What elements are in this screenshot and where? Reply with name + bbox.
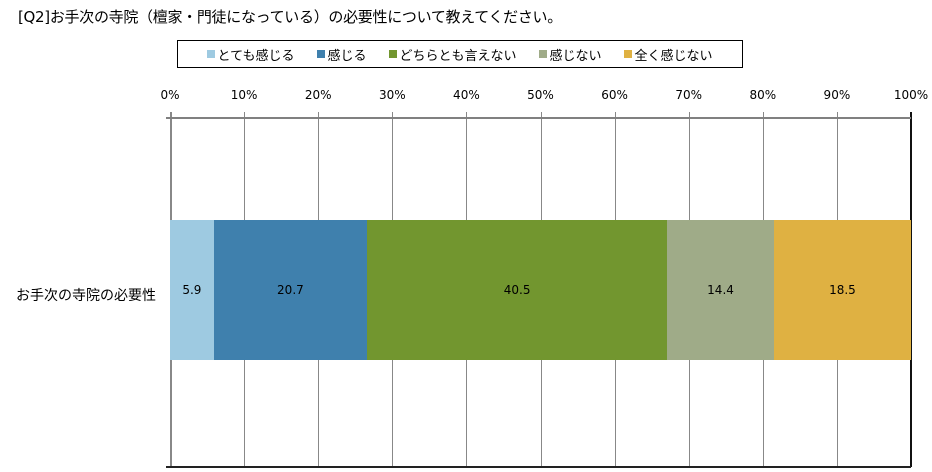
- legend-item: 感じない: [539, 45, 601, 64]
- stacked-bar: 5.9 20.7 40.5 14.4 18.5: [170, 220, 911, 360]
- segment-value-label: 18.5: [829, 283, 856, 297]
- x-tick-label: 50%: [527, 88, 554, 102]
- x-tick-label: 20%: [304, 88, 332, 102]
- bar-segment: 20.7: [213, 220, 368, 360]
- segment-value-label: 20.7: [277, 283, 304, 297]
- legend-label: 感じない: [549, 48, 602, 64]
- x-tick-label: 40%: [453, 88, 480, 102]
- x-tick-label: 100%: [893, 88, 929, 102]
- segment-value-label: 14.4: [707, 283, 734, 297]
- legend-label: とても感じる: [217, 48, 295, 64]
- legend-swatch-icon: [389, 50, 398, 58]
- legend-item: 感じる: [317, 45, 366, 64]
- legend-label: どちらとも言えない: [399, 48, 517, 64]
- plot-bottom-border: [166, 466, 911, 468]
- x-tick-label: 30%: [378, 88, 406, 102]
- legend-swatch-icon: [539, 50, 548, 58]
- bar-segment: 40.5: [367, 220, 668, 360]
- gridline: [910, 112, 912, 467]
- legend-label: 全く感じない: [634, 48, 713, 64]
- bar-segment: 14.4: [667, 220, 774, 360]
- legend-item: とても感じる: [207, 45, 294, 64]
- x-tick-label: 10%: [230, 88, 258, 102]
- segment-value-label: 40.5: [503, 283, 531, 297]
- chart-legend: とても感じる 感じる どちらとも言えない 感じない 全く感じない: [177, 40, 743, 68]
- legend-item: どちらとも言えない: [389, 45, 516, 64]
- x-axis-tick-labels: 0% 10% 20% 30% 40% 50% 60% 70% 80% 90% 100%: [0, 88, 932, 106]
- category-label: お手次の寺院の必要性: [16, 288, 156, 304]
- x-tick-label: 0%: [160, 88, 180, 102]
- legend-swatch-icon: [207, 50, 216, 58]
- x-tick-label: 70%: [675, 88, 703, 102]
- legend-swatch-icon: [317, 50, 326, 58]
- legend-swatch-icon: [624, 50, 633, 58]
- legend-item: 全く感じない: [624, 45, 712, 64]
- chart-title: [Q2]お手次の寺院（檀家・門徒になっている）の必要性について教えてください。: [18, 8, 562, 26]
- bar-segment: 5.9: [170, 220, 214, 360]
- x-axis-line: [166, 117, 911, 119]
- legend-label: 感じる: [327, 48, 367, 64]
- x-tick-label: 80%: [749, 88, 777, 102]
- bar-segment: 18.5: [773, 220, 911, 360]
- plot-area: 5.9 20.7 40.5 14.4 18.5: [166, 112, 912, 468]
- x-tick-label: 90%: [823, 88, 851, 102]
- segment-value-label: 5.9: [182, 283, 202, 297]
- x-tick-label: 60%: [601, 88, 628, 102]
